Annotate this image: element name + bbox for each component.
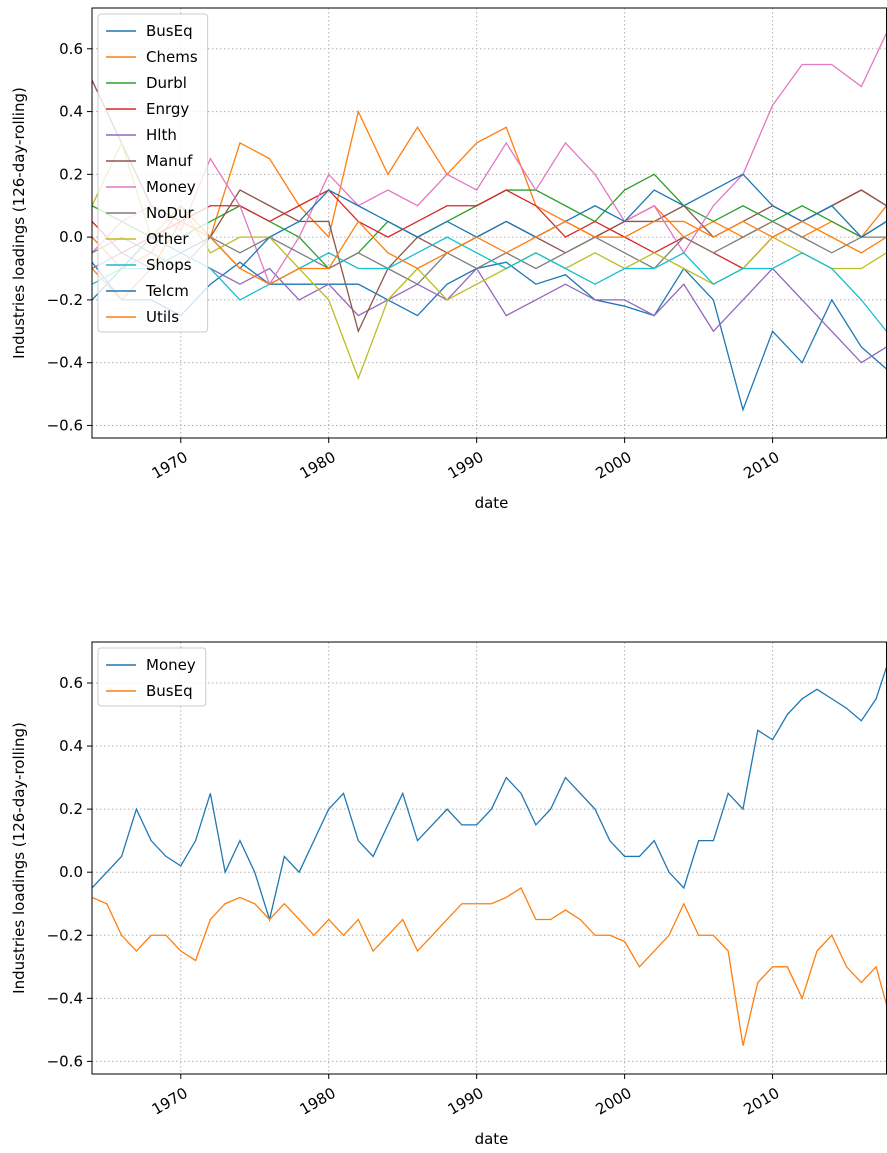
series-line — [92, 141, 887, 381]
legend: Money BusEq — [97, 647, 207, 707]
series-line — [92, 261, 887, 412]
series-line — [92, 32, 887, 286]
x-tick-label: 1990 — [445, 448, 487, 483]
axes-frame — [91, 641, 887, 1075]
series-line — [92, 252, 887, 364]
y-tick-label: 0.0 — [59, 228, 83, 246]
legend-label: Manuf — [146, 152, 193, 170]
y-axis-label: Industries loadings (126-day-rolling) — [10, 722, 28, 994]
x-tick-label: 2000 — [593, 1084, 635, 1119]
plot-area — [92, 667, 887, 1046]
series-line — [92, 173, 887, 270]
subplot: −0.6 −0.4 −0.2 0.0 0.2 0.4 0.6 1970 1980 1990 2000… — [10, 641, 887, 1148]
x-axis-label: date — [475, 1130, 509, 1148]
legend-label: Utils — [146, 308, 179, 326]
series-line — [92, 236, 887, 332]
legend-label: Enrgy — [146, 100, 189, 118]
legend-label: BusEq — [146, 22, 193, 40]
y-axis-label: Industries loadings (126-day-rolling) — [10, 87, 28, 359]
x-tick-label: 2010 — [741, 1084, 783, 1119]
legend-label: Other — [146, 230, 189, 248]
legend-label: NoDur — [146, 204, 194, 222]
legend-label: Telcm — [145, 282, 189, 300]
x-tick-label: 1990 — [445, 1084, 487, 1119]
series-line — [92, 109, 887, 270]
series-line — [92, 220, 887, 301]
subplot: −0.6 −0.4 −0.2 0.0 0.2 0.4 0.6 1970 1980 1990 2000… — [10, 7, 887, 512]
legend-box — [97, 13, 209, 333]
y-tick-label: −0.6 — [47, 416, 83, 434]
legend-label: Money — [146, 656, 196, 674]
legend-label: Chems — [146, 48, 198, 66]
y-tick-label: 0.6 — [59, 674, 83, 692]
legend: BusEq Chems Durbl Enrgy Hlth Manuf Money NoDur O… — [97, 13, 209, 333]
series-line — [92, 667, 887, 922]
axes-frame — [91, 7, 887, 439]
x-axis-label: date — [475, 494, 509, 512]
y-tick-label: 0.4 — [59, 103, 83, 121]
y-tick-label: −0.6 — [47, 1052, 83, 1070]
legend-label: Shops — [146, 256, 192, 274]
y-tick-label: −0.2 — [47, 926, 83, 944]
x-tick-label: 1970 — [149, 1084, 191, 1119]
legend-label: BusEq — [146, 682, 193, 700]
y-tick-label: −0.4 — [47, 989, 83, 1007]
plot-area — [92, 32, 887, 412]
legend-label: Money — [146, 178, 196, 196]
legend-label: Durbl — [146, 74, 187, 92]
x-tick-label: 1980 — [297, 1084, 339, 1119]
x-tick-label: 1970 — [149, 448, 191, 483]
y-tick-label: 0.2 — [59, 800, 83, 818]
y-tick-label: 0.2 — [59, 165, 83, 183]
y-tick-label: −0.2 — [47, 291, 83, 309]
y-tick-label: 0.0 — [59, 863, 83, 881]
series-line — [92, 887, 887, 1046]
y-tick-label: −0.4 — [47, 354, 83, 372]
x-tick-label: 2000 — [593, 448, 635, 483]
x-tick-label: 1980 — [297, 448, 339, 483]
legend-label: Hlth — [146, 126, 177, 144]
y-tick-label: 0.6 — [59, 40, 83, 58]
x-tick-label: 2010 — [741, 448, 783, 483]
series-line — [92, 189, 887, 270]
y-tick-label: 0.4 — [59, 737, 83, 755]
